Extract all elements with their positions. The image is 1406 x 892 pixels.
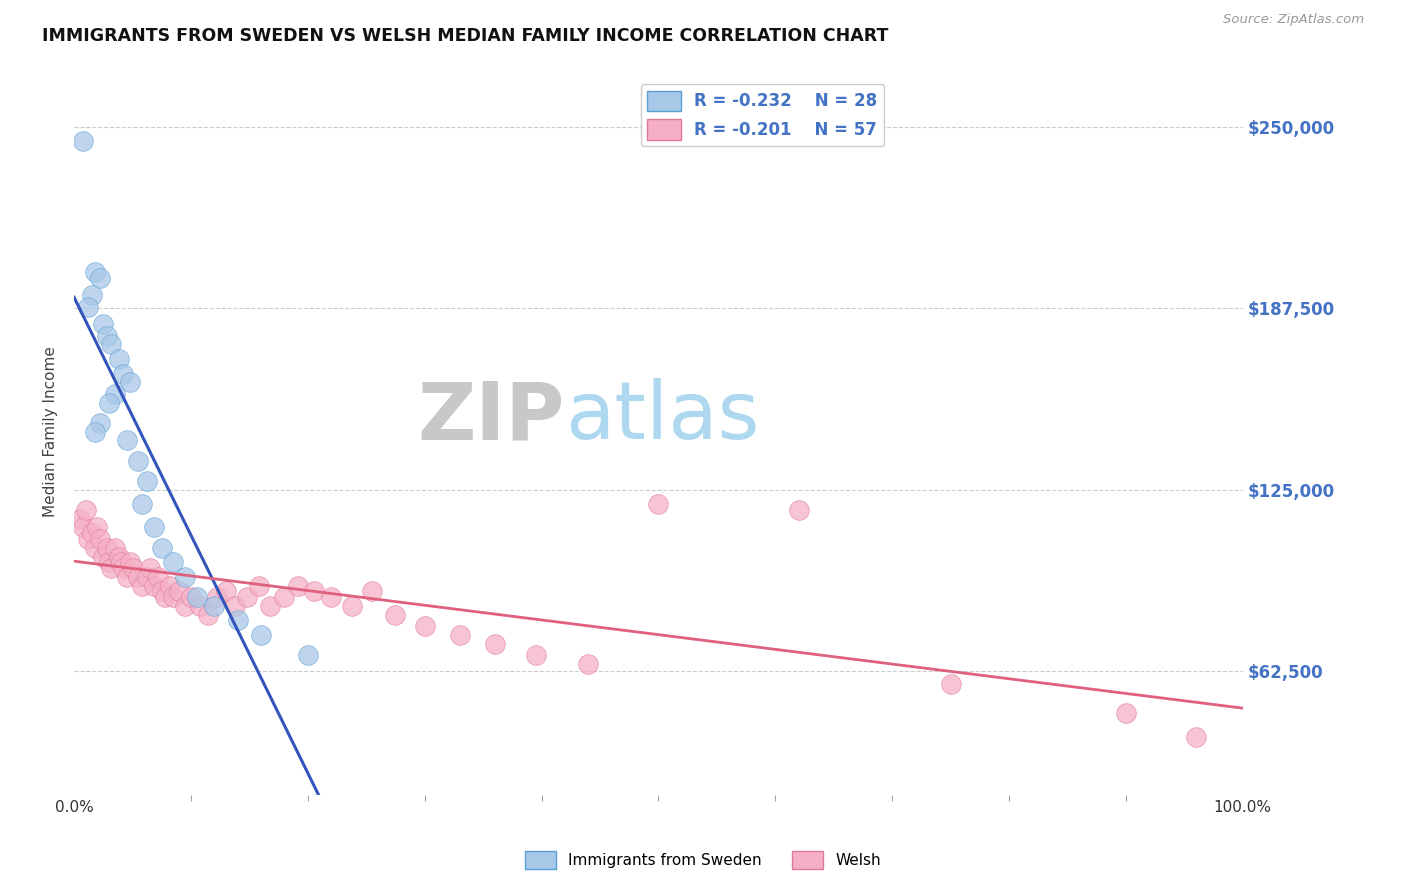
Point bbox=[202, 599, 225, 613]
Point bbox=[77, 300, 100, 314]
Point bbox=[142, 520, 165, 534]
Point bbox=[226, 614, 249, 628]
Point bbox=[100, 337, 122, 351]
Point bbox=[135, 570, 157, 584]
Point bbox=[250, 628, 273, 642]
Text: Source: ZipAtlas.com: Source: ZipAtlas.com bbox=[1223, 13, 1364, 27]
Point bbox=[80, 288, 103, 302]
Text: ZIP: ZIP bbox=[418, 378, 565, 456]
Point bbox=[98, 395, 121, 409]
Point bbox=[91, 549, 114, 564]
Point bbox=[174, 599, 197, 613]
Point bbox=[259, 599, 281, 613]
Point bbox=[174, 570, 197, 584]
Point bbox=[127, 453, 149, 467]
Point bbox=[75, 503, 97, 517]
Point bbox=[84, 265, 107, 279]
Point bbox=[302, 584, 325, 599]
Point bbox=[115, 570, 138, 584]
Point bbox=[148, 570, 170, 584]
Point bbox=[647, 497, 669, 511]
Point bbox=[80, 526, 103, 541]
Point bbox=[86, 520, 108, 534]
Y-axis label: Median Family Income: Median Family Income bbox=[44, 346, 58, 517]
Point bbox=[84, 541, 107, 555]
Point bbox=[384, 607, 406, 622]
Point bbox=[100, 561, 122, 575]
Point bbox=[787, 503, 810, 517]
Point bbox=[224, 599, 246, 613]
Point bbox=[107, 351, 129, 366]
Point bbox=[155, 590, 177, 604]
Point bbox=[115, 434, 138, 448]
Point bbox=[186, 590, 208, 604]
Point bbox=[91, 317, 114, 331]
Point bbox=[131, 578, 153, 592]
Point bbox=[112, 561, 135, 575]
Point bbox=[120, 376, 142, 390]
Text: atlas: atlas bbox=[565, 378, 759, 456]
Point bbox=[112, 367, 135, 381]
Point bbox=[104, 387, 127, 401]
Point bbox=[72, 134, 94, 148]
Point bbox=[297, 648, 319, 663]
Point bbox=[162, 555, 184, 569]
Point bbox=[449, 628, 471, 642]
Point bbox=[939, 677, 962, 691]
Point bbox=[188, 599, 211, 613]
Legend: R = -0.232    N = 28, R = -0.201    N = 57: R = -0.232 N = 28, R = -0.201 N = 57 bbox=[641, 84, 884, 146]
Point bbox=[236, 590, 259, 604]
Point bbox=[142, 578, 165, 592]
Point bbox=[1115, 706, 1137, 721]
Point bbox=[84, 425, 107, 439]
Point bbox=[98, 555, 121, 569]
Point bbox=[321, 590, 343, 604]
Point bbox=[120, 555, 142, 569]
Point bbox=[69, 512, 91, 526]
Point bbox=[205, 590, 228, 604]
Point bbox=[524, 648, 547, 663]
Point bbox=[273, 590, 295, 604]
Point bbox=[110, 555, 132, 569]
Point bbox=[162, 590, 184, 604]
Text: IMMIGRANTS FROM SWEDEN VS WELSH MEDIAN FAMILY INCOME CORRELATION CHART: IMMIGRANTS FROM SWEDEN VS WELSH MEDIAN F… bbox=[42, 27, 889, 45]
Point bbox=[127, 570, 149, 584]
Point bbox=[89, 270, 111, 285]
Point bbox=[159, 578, 181, 592]
Point bbox=[121, 561, 143, 575]
Point bbox=[96, 328, 118, 343]
Point bbox=[107, 549, 129, 564]
Point bbox=[169, 584, 191, 599]
Point bbox=[150, 541, 173, 555]
Point bbox=[215, 584, 238, 599]
Point bbox=[77, 532, 100, 546]
Point bbox=[180, 590, 202, 604]
Point bbox=[287, 578, 309, 592]
Point bbox=[1185, 730, 1208, 744]
Point bbox=[139, 561, 162, 575]
Point bbox=[197, 607, 219, 622]
Point bbox=[484, 637, 506, 651]
Point bbox=[247, 578, 270, 592]
Point bbox=[576, 657, 599, 671]
Point bbox=[96, 541, 118, 555]
Point bbox=[89, 532, 111, 546]
Point bbox=[361, 584, 384, 599]
Point bbox=[413, 619, 436, 633]
Point bbox=[150, 584, 173, 599]
Point bbox=[104, 541, 127, 555]
Point bbox=[131, 497, 153, 511]
Legend: Immigrants from Sweden, Welsh: Immigrants from Sweden, Welsh bbox=[519, 845, 887, 875]
Point bbox=[135, 474, 157, 488]
Point bbox=[342, 599, 364, 613]
Point bbox=[89, 416, 111, 430]
Point bbox=[72, 520, 94, 534]
